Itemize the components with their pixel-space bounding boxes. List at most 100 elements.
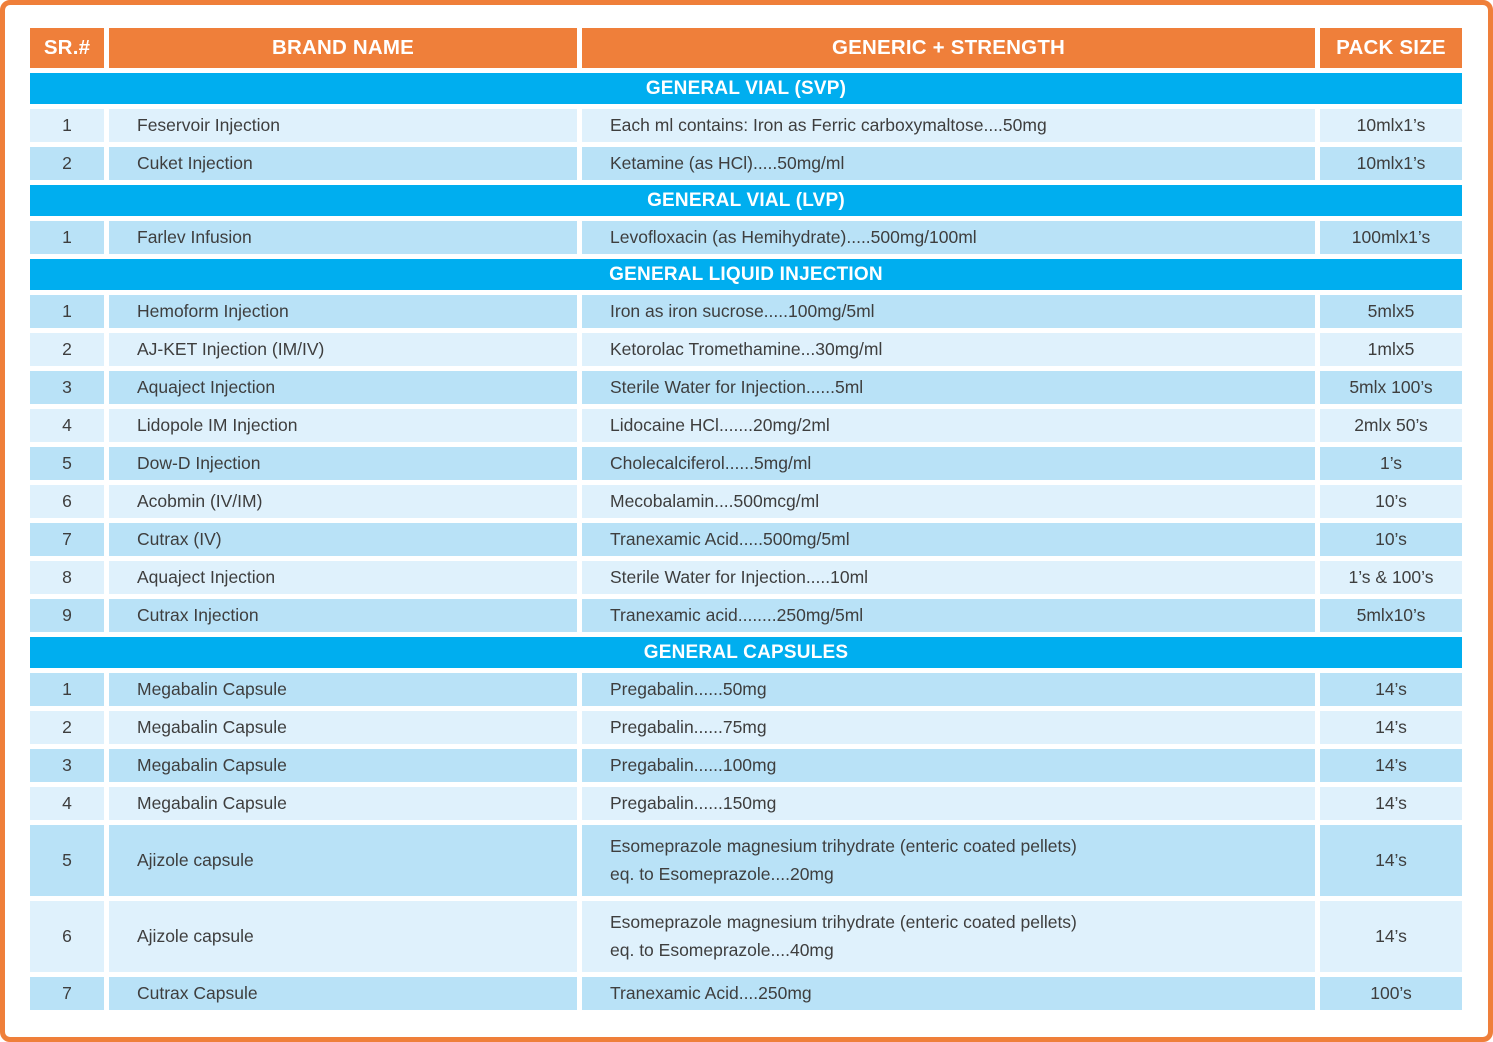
brand-name-cell: Megabalin Capsule	[109, 711, 577, 744]
pack-size-cell: 1’s & 100’s	[1320, 561, 1462, 594]
generic-strength-cell: Tranexamic Acid.....500mg/5ml	[582, 523, 1315, 556]
pack-size-cell: 1’s	[1320, 447, 1462, 480]
brand-name-cell: Aquaject Injection	[109, 561, 577, 594]
generic-strength-line: Tranexamic Acid.....500mg/5ml	[610, 529, 850, 549]
table-body: GENERAL VIAL (SVP) 1 Feservoir Injection Ea…	[30, 73, 1462, 1010]
generic-strength-lines: Pregabalin......150mg	[610, 793, 776, 814]
generic-strength-cell: Iron as iron sucrose.....100mg/5ml	[582, 295, 1315, 328]
generic-strength-line: Pregabalin......100mg	[610, 755, 777, 775]
pack-size-cell: 14’s	[1320, 787, 1462, 820]
section-header: GENERAL VIAL (LVP)	[30, 185, 1462, 216]
serial-number-cell: 7	[30, 523, 104, 556]
section-header: GENERAL LIQUID INJECTION	[30, 259, 1462, 290]
table-row: 2 Megabalin Capsule Pregabalin......75mg 14…	[30, 711, 1462, 744]
pack-size-cell: 5mlx5	[1320, 295, 1462, 328]
serial-number-cell: 5	[30, 825, 104, 896]
generic-strength-lines: Cholecalciferol......5mg/ml	[610, 453, 811, 474]
pack-size-cell: 2mlx 50’s	[1320, 409, 1462, 442]
generic-strength-line: Iron as iron sucrose.....100mg/5ml	[610, 301, 875, 321]
generic-strength-cell: Pregabalin......100mg	[582, 749, 1315, 782]
table-row: 8 Aquaject Injection Sterile Water for Inj…	[30, 561, 1462, 594]
serial-number-cell: 2	[30, 333, 104, 366]
serial-number-cell: 8	[30, 561, 104, 594]
generic-strength-cell: Levofloxacin (as Hemihydrate).....500mg/…	[582, 221, 1315, 254]
generic-strength-line: Tranexamic acid........250mg/5ml	[610, 605, 864, 625]
generic-strength-line: Pregabalin......50mg	[610, 679, 767, 699]
generic-strength-line: Esomeprazole magnesium trihydrate (enter…	[610, 836, 1077, 856]
column-header-brand-name: BRAND NAME	[109, 28, 577, 68]
serial-number-cell: 9	[30, 599, 104, 632]
column-header-generic-strength: GENERIC + STRENGTH	[582, 28, 1315, 68]
serial-number-cell: 1	[30, 295, 104, 328]
generic-strength-lines: Tranexamic acid........250mg/5ml	[610, 605, 863, 626]
table-row: 7 Cutrax (IV) Tranexamic Acid.....500mg/5m…	[30, 523, 1462, 556]
table-row: 7 Cutrax Capsule Tranexamic Acid....250mg 1…	[30, 977, 1462, 1010]
brand-name-cell: AJ-KET Injection (IM/IV)	[109, 333, 577, 366]
pack-size-cell: 5mlx10’s	[1320, 599, 1462, 632]
brand-name-cell: Feservoir Injection	[109, 109, 577, 142]
generic-strength-line: Levofloxacin (as Hemihydrate).....500mg/…	[610, 227, 977, 247]
pack-size-cell: 14’s	[1320, 749, 1462, 782]
generic-strength-line: Ketorolac Tromethamine...30mg/ml	[610, 339, 883, 359]
generic-strength-line: Esomeprazole magnesium trihydrate (enter…	[610, 912, 1077, 932]
pack-size-cell: 14’s	[1320, 711, 1462, 744]
generic-strength-cell: Pregabalin......150mg	[582, 787, 1315, 820]
generic-strength-line: Ketamine (as HCl).....50mg/ml	[610, 153, 845, 173]
generic-strength-cell: Esomeprazole magnesium trihydrate (enter…	[582, 901, 1315, 972]
table-row: 3 Aquaject Injection Sterile Water for Inj…	[30, 371, 1462, 404]
generic-strength-line: Lidocaine HCl.......20mg/2ml	[610, 415, 830, 435]
table-row: 1 Hemoform Injection Iron as iron sucrose.…	[30, 295, 1462, 328]
brand-name-cell: Cutrax (IV)	[109, 523, 577, 556]
generic-strength-line: Cholecalciferol......5mg/ml	[610, 453, 812, 473]
serial-number-cell: 6	[30, 901, 104, 972]
serial-number-cell: 3	[30, 749, 104, 782]
generic-strength-lines: Pregabalin......100mg	[610, 755, 776, 776]
generic-strength-line: Pregabalin......150mg	[610, 793, 777, 813]
generic-strength-cell: Mecobalamin....500mcg/ml	[582, 485, 1315, 518]
pack-size-cell: 10’s	[1320, 485, 1462, 518]
generic-strength-lines: Ketamine (as HCl).....50mg/ml	[610, 153, 844, 174]
brand-name-cell: Cutrax Injection	[109, 599, 577, 632]
pack-size-cell: 1mlx5	[1320, 333, 1462, 366]
generic-strength-cell: Pregabalin......50mg	[582, 673, 1315, 706]
pack-size-cell: 100’s	[1320, 977, 1462, 1010]
generic-strength-line: eq. to Esomeprazole....20mg	[610, 864, 834, 884]
table-row: 1 Farlev Infusion Levofloxacin (as Hemihyd…	[30, 221, 1462, 254]
column-header-sr: SR.#	[30, 28, 104, 68]
generic-strength-cell: Each ml contains: Iron as Ferric carboxy…	[582, 109, 1315, 142]
generic-strength-lines: Esomeprazole magnesium trihydrate (enter…	[610, 836, 1077, 885]
column-header-pack-size: PACK SIZE	[1320, 28, 1462, 68]
table-row: 1 Megabalin Capsule Pregabalin......50mg 14…	[30, 673, 1462, 706]
brand-name-cell: Megabalin Capsule	[109, 787, 577, 820]
generic-strength-cell: Sterile Water for Injection......5ml	[582, 371, 1315, 404]
table-row: 4 Megabalin Capsule Pregabalin......150mg 1…	[30, 787, 1462, 820]
pack-size-cell: 10mlx1’s	[1320, 147, 1462, 180]
brand-name-cell: Farlev Infusion	[109, 221, 577, 254]
brand-name-cell: Cutrax Capsule	[109, 977, 577, 1010]
serial-number-cell: 7	[30, 977, 104, 1010]
serial-number-cell: 1	[30, 109, 104, 142]
table-row: 5 Ajizole capsule Esomeprazole magnesium t…	[30, 825, 1462, 896]
section-header: GENERAL VIAL (SVP)	[30, 73, 1462, 104]
serial-number-cell: 4	[30, 787, 104, 820]
pack-size-cell: 100mlx1’s	[1320, 221, 1462, 254]
generic-strength-lines: Levofloxacin (as Hemihydrate).....500mg/…	[610, 227, 977, 248]
generic-strength-lines: Esomeprazole magnesium trihydrate (enter…	[610, 912, 1077, 961]
table-row: 5 Dow-D Injection Cholecalciferol......5mg…	[30, 447, 1462, 480]
generic-strength-line: eq. to Esomeprazole....40mg	[610, 940, 834, 960]
generic-strength-cell: Ketamine (as HCl).....50mg/ml	[582, 147, 1315, 180]
generic-strength-cell: Pregabalin......75mg	[582, 711, 1315, 744]
generic-strength-lines: Pregabalin......75mg	[610, 717, 767, 738]
brand-name-cell: Megabalin Capsule	[109, 749, 577, 782]
generic-strength-lines: Mecobalamin....500mcg/ml	[610, 491, 819, 512]
table-row: 3 Megabalin Capsule Pregabalin......100mg 1…	[30, 749, 1462, 782]
serial-number-cell: 6	[30, 485, 104, 518]
table-row: 6 Acobmin (IV/IM) Mecobalamin....500mcg/ml…	[30, 485, 1462, 518]
generic-strength-line: Mecobalamin....500mcg/ml	[610, 491, 820, 511]
table-row: 1 Feservoir Injection Each ml contains: Ir…	[30, 109, 1462, 142]
generic-strength-line: Pregabalin......75mg	[610, 717, 767, 737]
generic-strength-lines: Pregabalin......50mg	[610, 679, 767, 700]
brand-name-cell: Aquaject Injection	[109, 371, 577, 404]
serial-number-cell: 4	[30, 409, 104, 442]
